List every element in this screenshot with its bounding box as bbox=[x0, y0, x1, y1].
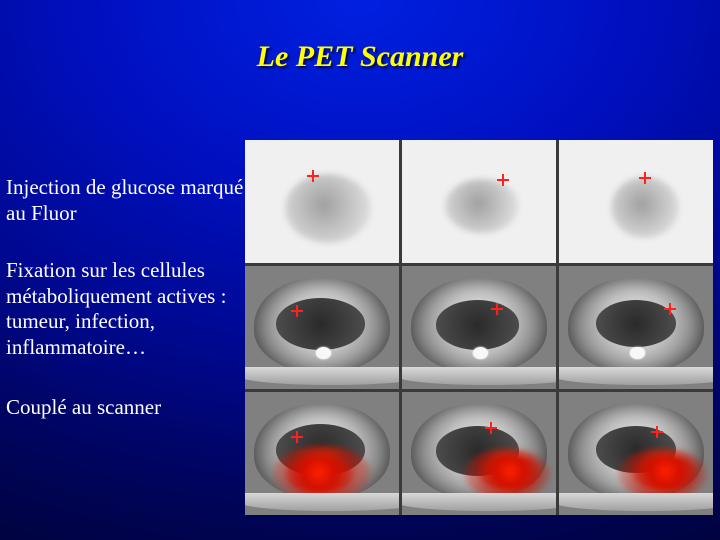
ct-cell-1 bbox=[245, 266, 399, 389]
pet-cell-3 bbox=[559, 140, 713, 263]
ct-cell-3 bbox=[559, 266, 713, 389]
pet-cell-2 bbox=[402, 140, 556, 263]
scan-image-grid bbox=[245, 140, 713, 515]
fusion-cell-2 bbox=[402, 392, 556, 515]
paragraph-2: Fixation sur les cellules métaboliquemen… bbox=[6, 258, 246, 360]
slide-title: Le PET Scanner bbox=[0, 40, 720, 74]
fusion-cell-1 bbox=[245, 392, 399, 515]
paragraph-3: Couplé au scanner bbox=[6, 395, 161, 421]
ct-cell-2 bbox=[402, 266, 556, 389]
pet-cell-1 bbox=[245, 140, 399, 263]
fusion-cell-3 bbox=[559, 392, 713, 515]
paragraph-1: Injection de glucose marqué au Fluor bbox=[6, 175, 246, 226]
